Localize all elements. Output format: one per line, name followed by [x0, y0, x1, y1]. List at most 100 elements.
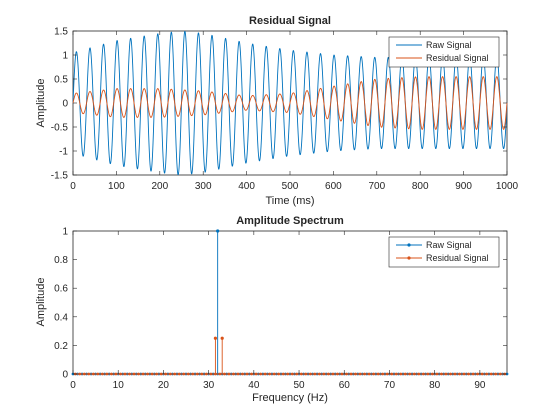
legend: Raw Signal Residual Signal: [388, 36, 500, 68]
spectrum-point: [313, 372, 317, 376]
spectrum-point: [449, 372, 452, 376]
ticks-layer: 0 100 200 300 400 500 600 700 800 900 1000 1.5 1 0.5 0…: [51, 27, 519, 193]
spectrum-point: [137, 372, 140, 376]
spectrum-point: [367, 372, 371, 376]
spectrum-point: [186, 372, 190, 376]
spectrum-point: [489, 372, 493, 376]
legend-label-raw: Raw Signal: [426, 40, 472, 50]
spectrum-point: [204, 372, 208, 376]
spectrum-point: [358, 372, 362, 376]
y-tick-label: 0.8: [54, 255, 68, 266]
spectrum-point: [272, 372, 276, 376]
spectrum-point: [245, 372, 249, 376]
spectrum-point: [250, 372, 253, 376]
y-tick-label: -0.5: [51, 123, 69, 134]
spectrum-point: [78, 372, 82, 376]
spectrum-point: [100, 372, 104, 376]
x-tick-label: 70: [384, 380, 396, 391]
y-tick-label: -1.5: [51, 171, 69, 182]
x-tick-label: 600: [325, 181, 342, 192]
spectrum-point: [485, 372, 489, 376]
x-tick-label: 30: [203, 380, 215, 391]
x-axis-label: Time (ms): [265, 195, 314, 207]
legend-box: [388, 236, 500, 268]
spectrum-point: [494, 372, 498, 376]
spectrum-point: [91, 372, 95, 376]
y-tick-label: 0.5: [54, 75, 68, 86]
spectrum-point: [372, 372, 376, 376]
y-axis-label: Amplitude: [35, 79, 47, 128]
spectrum-point: [295, 372, 299, 376]
spectrum-point: [128, 372, 131, 376]
y-tick-label: 0: [62, 99, 68, 110]
spectrum-point: [146, 372, 149, 376]
amplitude-spectrum-chart: Amplitude Spectrum 0 10 20 30 40 50 60 70 80 9010…: [35, 215, 509, 404]
spectrum-point: [268, 372, 272, 376]
spectrum-point: [444, 372, 448, 376]
y-tick-label: 0: [62, 370, 68, 381]
x-tick-label: 300: [195, 181, 212, 192]
series-layer: [72, 31, 508, 175]
x-tick-label: 1000: [496, 181, 519, 192]
spectrum-point: [476, 372, 480, 376]
spectrum-point: [403, 372, 407, 376]
x-tick-label: 10: [113, 380, 125, 391]
spectrum-point: [331, 372, 335, 376]
legend: Raw Signal Residual Signal: [388, 236, 500, 268]
x-tick-label: 200: [151, 181, 168, 192]
spectrum-point: [141, 372, 145, 376]
spectrum-point: [236, 372, 240, 376]
spectrum-point: [299, 372, 303, 376]
spectrum-point: [232, 372, 235, 376]
residual-signal-line: [72, 76, 508, 130]
spectrum-point: [363, 372, 366, 376]
spectrum-point: [345, 372, 348, 376]
spectrum-point: [259, 372, 263, 376]
spectrum-point: [304, 372, 308, 376]
spectrum-point: [421, 372, 425, 376]
spectrum-point: [119, 372, 122, 376]
spectrum-point: [223, 372, 226, 376]
spectrum-point: [110, 372, 113, 376]
spectrum-point: [164, 372, 168, 376]
spectrum-point: [462, 372, 466, 376]
spectrum-point: [412, 372, 416, 376]
spectrum-point: [327, 372, 330, 376]
y-tick-label: -1: [59, 147, 68, 158]
y-tick-label: 1: [62, 51, 68, 62]
spectrum-point: [123, 372, 127, 376]
spectrum-point: [322, 372, 326, 376]
spectrum-point: [191, 372, 195, 376]
x-tick-label: 50: [293, 380, 305, 391]
spectrum-point: [150, 372, 154, 376]
spectrum-point: [349, 372, 353, 376]
spectrum-point: [227, 372, 231, 376]
ticks-layer: 0 10 20 30 40 50 60 70 80 90 1 0.8 0.6 0.4 0.2 0: [54, 227, 507, 391]
legend-box: [388, 36, 500, 68]
spectrum-point: [114, 372, 118, 376]
spectrum-point: [105, 372, 109, 376]
spectrum-point: [182, 372, 186, 376]
spectrum-point: [168, 372, 172, 376]
x-tick-label: 100: [108, 181, 125, 192]
spectrum-point: [87, 372, 91, 376]
spectrum-point: [209, 372, 213, 376]
x-tick-label: 0: [70, 380, 76, 391]
chart-title: Residual Signal: [249, 15, 331, 27]
spectrum-point: [385, 372, 389, 376]
x-tick-label: 80: [429, 380, 441, 391]
spectrum-point: [263, 372, 267, 376]
x-tick-label: 60: [339, 380, 351, 391]
x-tick-label: 500: [282, 181, 299, 192]
legend-marker-raw: [407, 243, 411, 247]
spectrum-peak-marker: [213, 336, 218, 340]
spectrum-point: [195, 372, 199, 376]
x-tick-label: 400: [238, 181, 255, 192]
spectrum-point: [132, 372, 136, 376]
spectrum-point: [200, 372, 204, 376]
spectrum-point: [155, 372, 159, 376]
legend-label-residual: Residual Signal: [426, 253, 489, 263]
spectrum-point: [173, 372, 177, 376]
x-tick-label: 90: [474, 380, 486, 391]
